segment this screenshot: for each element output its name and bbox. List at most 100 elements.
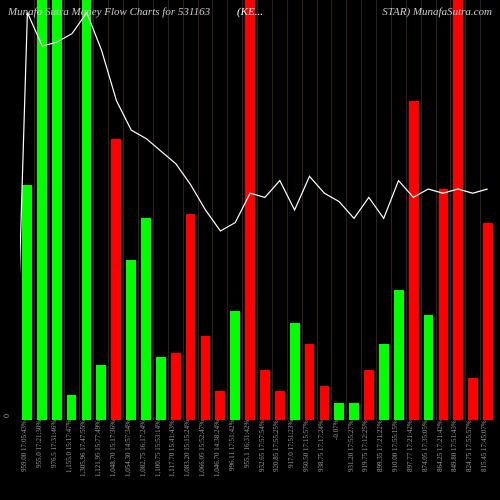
bar: [468, 378, 478, 420]
bar: [186, 214, 196, 420]
bar: [201, 336, 211, 420]
bar: [52, 0, 62, 420]
x-label: 996.11 17:51:42%: [228, 420, 243, 500]
bar: [364, 370, 374, 420]
bar: [305, 344, 315, 420]
bar: [290, 323, 300, 420]
bar-slot: [422, 0, 437, 420]
bar-slot: [481, 0, 495, 420]
x-label: -0.07%: [332, 420, 347, 500]
x-label: 1,046.70 14:38:24%: [213, 420, 228, 500]
x-label: 1,100.75 15:53:14%: [154, 420, 169, 500]
bar-slot: [213, 0, 228, 420]
bar-slot: [228, 0, 243, 420]
chart-header: Munafa Sutra Money Flow Charts for 53116…: [0, 6, 500, 24]
bar-slot: [139, 0, 154, 420]
bar: [320, 386, 330, 420]
x-label: 1,155.0 15:17:47%: [65, 420, 80, 500]
x-label: 919.75 17:12:25%: [361, 420, 376, 500]
bar: [126, 260, 136, 420]
bar: [37, 0, 47, 420]
bar-slot: [303, 0, 318, 420]
bar-slot: [199, 0, 214, 420]
bar-slot: [288, 0, 303, 420]
bar: [171, 353, 181, 420]
bar: [424, 315, 434, 420]
chart-area: [20, 0, 495, 420]
x-label: 899.35 17:21:22%: [376, 420, 391, 500]
bar-slot: [392, 0, 407, 420]
bar-slot: [451, 0, 466, 420]
bar-slot: [50, 0, 65, 420]
bar: [334, 403, 344, 420]
x-label: 1,117.70 15:41:43%: [168, 420, 183, 500]
x-label: 824.75 17:55:57%: [465, 420, 480, 500]
bar-slot: [273, 0, 288, 420]
x-label-row: 959.00 17:05:43%955.0 17:21:30%976.5 17:…: [20, 420, 495, 500]
header-right: STAR) MunafaSutra.com: [382, 6, 492, 24]
x-label: 955.0 17:21:30%: [35, 420, 50, 500]
bar-slot: [258, 0, 273, 420]
bar: [230, 311, 240, 420]
x-label: 1,048.70 15:17:36%: [109, 420, 124, 500]
bar-slot: [65, 0, 80, 420]
bar-slot: [437, 0, 452, 420]
bar: [96, 365, 106, 420]
header-left: Munafa Sutra Money Flow Charts for 53116…: [8, 6, 210, 24]
x-label: 874.05 17:35:05%: [421, 420, 436, 500]
x-label: 1,082.75 16:17:24%: [139, 420, 154, 500]
x-label: 917.0 17:51:23%: [287, 420, 302, 500]
bar: [483, 223, 493, 420]
bar-slot: [347, 0, 362, 420]
bar: [275, 391, 285, 420]
bar: [67, 395, 77, 420]
x-label: 1,305.96 17:47:55%: [79, 420, 94, 500]
bar: [379, 344, 389, 420]
bar-slot: [318, 0, 333, 420]
x-label: 931.20 17:55:27%: [347, 420, 362, 500]
y-axis-zero-label: 0: [2, 414, 11, 418]
bar-slot: [154, 0, 169, 420]
bar-slot: [407, 0, 422, 420]
x-label: 1,083.20 15:15:24%: [183, 420, 198, 500]
x-label: 932.65 17:57:54%: [258, 420, 273, 500]
bar-container: [20, 0, 495, 420]
x-label: 938.75 17:17:24%: [317, 420, 332, 500]
x-label: 910.00 17:55:15%: [391, 420, 406, 500]
bar: [141, 218, 151, 420]
x-label: 897.77 17:21:42%: [406, 420, 421, 500]
bar: [82, 0, 92, 420]
x-label: 959.00 17:05:43%: [20, 420, 35, 500]
bar: [260, 370, 270, 420]
x-label: 1,054.30 14:57:34%: [124, 420, 139, 500]
bar-slot: [377, 0, 392, 420]
x-label: 864.25 17:21:42%: [436, 420, 451, 500]
x-label: 976.5 17:31:46%: [50, 420, 65, 500]
bar: [453, 0, 463, 420]
bar-slot: [169, 0, 184, 420]
bar: [439, 189, 449, 420]
bar: [22, 185, 32, 420]
bar: [111, 139, 121, 420]
bar: [156, 357, 166, 420]
bar-slot: [109, 0, 124, 420]
x-label: 849.80 17:51:43%: [450, 420, 465, 500]
x-label: 920.85 17:55:25%: [272, 420, 287, 500]
bar-slot: [124, 0, 139, 420]
bar: [245, 0, 255, 420]
bar-slot: [20, 0, 35, 420]
x-label: 1,121.95 15:77:49%: [94, 420, 109, 500]
bar-slot: [466, 0, 481, 420]
bar: [394, 290, 404, 420]
x-label: 815.45 17:45:07%: [480, 420, 495, 500]
x-label: 955.1 16:31:42%: [243, 420, 258, 500]
header-center: (KE...: [237, 6, 263, 18]
bar-slot: [35, 0, 50, 420]
bar-slot: [80, 0, 95, 420]
bar-slot: [94, 0, 109, 420]
bar: [215, 391, 225, 420]
bar: [349, 403, 359, 420]
bar: [409, 101, 419, 420]
bar-slot: [184, 0, 199, 420]
bar-slot: [332, 0, 347, 420]
